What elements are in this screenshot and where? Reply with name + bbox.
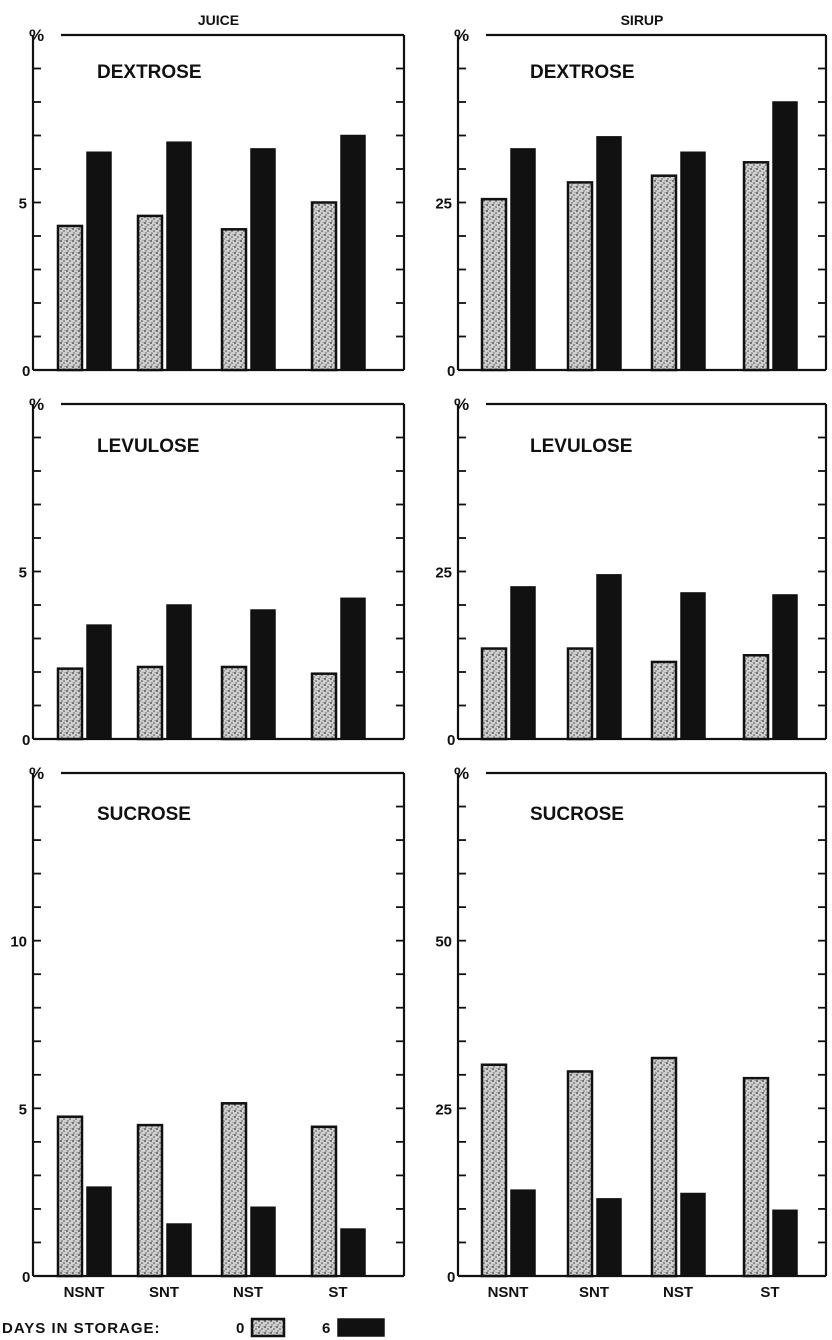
x-tick-label: NST	[663, 1284, 693, 1301]
bar-nst-day-6	[680, 1192, 706, 1277]
bar-nst-day-6	[250, 148, 276, 371]
bar-nst-day-0	[650, 174, 678, 372]
bar-st-day-6	[340, 134, 366, 371]
bar-snt-day-0	[566, 647, 594, 741]
y-tick-label: 5	[19, 196, 27, 213]
y-tick-label: 0	[22, 363, 30, 380]
bar-snt-day-6	[596, 136, 622, 371]
bar-nsnt-day-0	[56, 1115, 84, 1278]
bar-st-day-0	[742, 161, 770, 372]
y-tick-label: 5	[19, 1101, 27, 1118]
panel-title: LEVULOSE	[530, 436, 632, 457]
legend: DAYS IN STORAGE: 0 6	[2, 1317, 385, 1338]
bar-snt-day-6	[596, 1198, 622, 1277]
bar-snt-day-0	[136, 1123, 164, 1278]
x-tick-label: NSNT	[488, 1284, 529, 1301]
bar-nsnt-day-6	[86, 151, 112, 371]
bar-nsnt-day-6	[510, 1189, 536, 1277]
y-tick-label: 25	[435, 1101, 452, 1118]
panels: JUICE% 0 5 DEXTROSE SIRUP% 0 25 DEXTROSE% 0 5 LEVU…	[10, 12, 828, 1301]
bar-snt-day-0	[566, 181, 594, 372]
legend-swatch-day-0	[250, 1317, 286, 1338]
chart-panel-juice-levulose: % 0 5 LEVULOSE	[19, 395, 406, 749]
y-tick-label: 50	[435, 934, 452, 951]
unit-label: %	[29, 395, 44, 414]
bar-nst-day-6	[250, 1206, 276, 1277]
bar-nsnt-day-0	[56, 667, 84, 741]
y-tick-label: 0	[447, 1269, 455, 1286]
bar-nsnt-day-6	[86, 1186, 112, 1277]
x-tick-label: NSNT	[64, 1284, 105, 1301]
chart-panel-sirup-sucrose: % 0 25 50 SUCROSE NSNT SNT NST ST	[435, 764, 828, 1301]
bar-st-day-0	[742, 1076, 770, 1278]
bar-st-day-6	[772, 1209, 798, 1277]
bar-nst-day-6	[250, 609, 276, 740]
chart-panel-sirup-levulose: % 0 25 LEVULOSE	[435, 395, 828, 749]
bar-snt-day-0	[136, 214, 164, 372]
bar-nst-day-0	[220, 228, 248, 372]
unit-label: %	[29, 764, 44, 783]
chart-panel-juice-dextrose: JUICE% 0 5 DEXTROSE	[19, 12, 406, 380]
bar-snt-day-0	[136, 665, 164, 741]
bar-nsnt-day-6	[86, 624, 112, 740]
bar-snt-day-6	[166, 1223, 192, 1277]
bar-nst-day-0	[650, 1056, 678, 1278]
bar-nst-day-0	[220, 665, 248, 741]
bar-nst-day-6	[680, 592, 706, 740]
y-tick-label: 0	[22, 1269, 30, 1286]
bar-st-day-6	[772, 594, 798, 740]
bar-nst-day-0	[220, 1102, 248, 1278]
legend-entry-label: 0	[236, 1320, 245, 1337]
y-tick-label: 0	[22, 732, 30, 749]
bar-nst-day-6	[680, 151, 706, 371]
panel-title: DEXTROSE	[530, 62, 635, 83]
bar-st-day-0	[742, 654, 770, 741]
chart-panel-sirup-dextrose: SIRUP% 0 25 DEXTROSE	[435, 12, 828, 380]
panel-title: SUCROSE	[530, 804, 624, 825]
bar-snt-day-6	[166, 141, 192, 371]
bar-st-day-6	[340, 597, 366, 740]
y-tick-label: 25	[435, 196, 452, 213]
unit-label: %	[454, 764, 469, 783]
bar-st-day-6	[340, 1228, 366, 1277]
panel-title: SUCROSE	[97, 804, 191, 825]
x-tick-label: ST	[760, 1284, 779, 1301]
x-tick-label: SNT	[149, 1284, 179, 1301]
panel-title: DEXTROSE	[97, 62, 202, 83]
unit-label: %	[454, 26, 469, 45]
bar-st-day-0	[310, 1125, 338, 1278]
y-tick-label: 10	[10, 934, 27, 951]
panel-title: LEVULOSE	[97, 436, 199, 457]
x-tick-label: SNT	[579, 1284, 609, 1301]
bar-snt-day-6	[166, 604, 192, 740]
y-tick-label: 0	[447, 732, 455, 749]
bar-snt-day-0	[566, 1070, 594, 1278]
bar-nsnt-day-6	[510, 148, 536, 371]
bar-nsnt-day-0	[56, 224, 84, 372]
bar-nsnt-day-6	[510, 586, 536, 740]
bar-snt-day-6	[596, 574, 622, 740]
column-title: SIRUP	[621, 12, 664, 28]
bar-nst-day-0	[650, 660, 678, 741]
bar-nsnt-day-0	[480, 197, 508, 372]
column-title: JUICE	[198, 12, 239, 28]
bar-nsnt-day-0	[480, 647, 508, 741]
unit-label: %	[454, 395, 469, 414]
y-tick-label: 5	[19, 565, 27, 582]
legend-label: DAYS IN STORAGE:	[2, 1320, 161, 1337]
bar-st-day-6	[772, 101, 798, 371]
legend-swatch-day-6	[337, 1318, 385, 1337]
y-tick-label: 25	[435, 565, 452, 582]
bar-st-day-0	[310, 201, 338, 372]
legend-entry-label: 6	[322, 1320, 331, 1337]
y-tick-label: 0	[447, 363, 455, 380]
unit-label: %	[29, 26, 44, 45]
bar-st-day-0	[310, 672, 338, 741]
x-tick-label: NST	[233, 1284, 263, 1301]
chart-panel-juice-sucrose: % 0 5 10 SUCROSE NSNT SNT NST ST	[10, 764, 406, 1301]
bar-nsnt-day-0	[480, 1063, 508, 1278]
x-tick-label: ST	[328, 1284, 347, 1301]
